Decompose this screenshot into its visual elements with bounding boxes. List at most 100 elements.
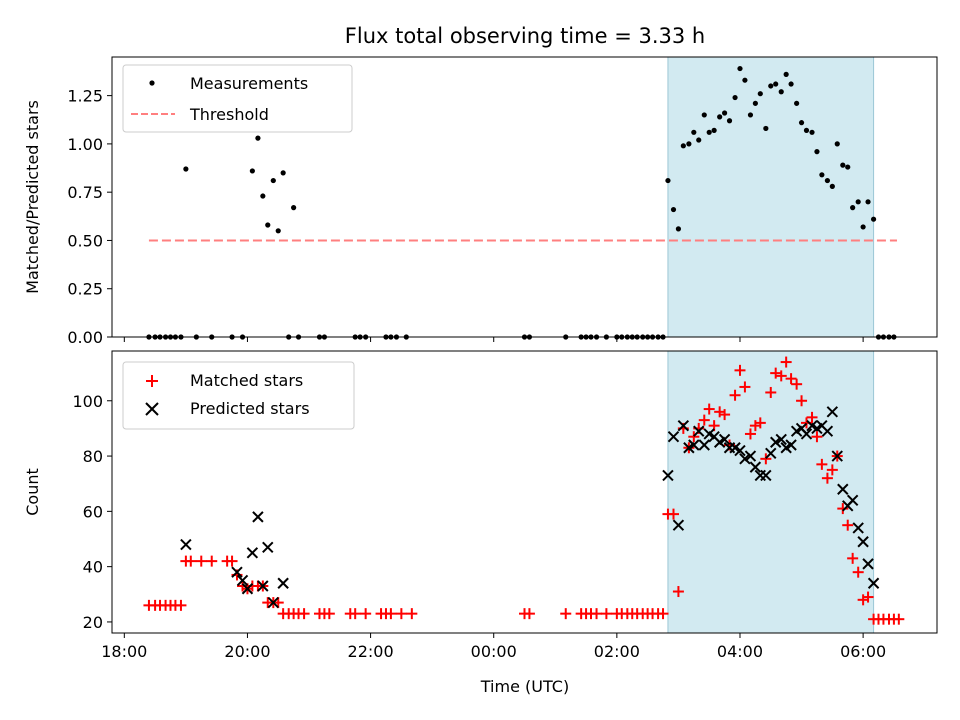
x-tick-label: 18:00 xyxy=(101,642,147,661)
measurement-point xyxy=(680,143,686,149)
predicted-point xyxy=(262,541,274,554)
matched-point xyxy=(775,370,787,382)
x-axis-label: Time (UTC) xyxy=(480,677,569,696)
predicted-point xyxy=(800,428,813,440)
measurement-point xyxy=(675,226,682,232)
predicted-point xyxy=(718,433,731,446)
matched-point xyxy=(323,608,335,620)
predicted-point xyxy=(760,469,772,482)
matched-point xyxy=(406,608,418,620)
predicted-star-points xyxy=(180,406,880,609)
measurement-point xyxy=(255,135,261,141)
measurement-point xyxy=(757,91,763,97)
matched-point xyxy=(672,586,684,598)
legend-measurements-marker xyxy=(149,80,155,86)
matched-point xyxy=(560,608,572,620)
predicted-point xyxy=(667,430,680,443)
measurement-point xyxy=(721,110,728,116)
legend-matched-label: Matched stars xyxy=(190,371,303,390)
legend-predicted-marker xyxy=(145,402,159,416)
predicted-point xyxy=(769,436,782,448)
measurement-point xyxy=(717,114,723,120)
matched-point xyxy=(703,403,715,415)
measurement-point xyxy=(824,177,831,184)
matched-point xyxy=(657,608,669,620)
predicted-point xyxy=(852,522,864,534)
predicted-point xyxy=(677,419,690,432)
measurement-point xyxy=(860,224,866,230)
matched-point xyxy=(811,431,823,443)
predicted-point xyxy=(785,439,797,451)
predicted-point xyxy=(257,580,269,592)
bottom-axis-ticks: 20 40 60 80 100 18:00 20:00 22:00 00:00 02:00 04:0… xyxy=(72,392,886,661)
matched-point xyxy=(591,608,603,620)
predicted-point xyxy=(734,444,746,457)
predicted-point xyxy=(672,519,685,531)
matched-point xyxy=(349,608,361,620)
predicted-point xyxy=(862,558,874,570)
matched-point xyxy=(175,599,187,611)
y-tick-label: 60 xyxy=(83,502,103,521)
y-tick-label: 0.50 xyxy=(67,231,103,250)
measurement-point xyxy=(706,129,712,135)
measurement-point xyxy=(865,199,871,205)
y-tick-label: 0.75 xyxy=(67,183,103,202)
matched-point xyxy=(688,431,700,443)
y-tick-label: 1.25 xyxy=(67,87,103,106)
matched-point xyxy=(852,566,864,578)
measurement-point xyxy=(183,166,189,172)
measurement-point xyxy=(809,129,815,135)
matched-point xyxy=(837,503,849,515)
y-tick-label: 40 xyxy=(83,558,103,577)
measurement-point xyxy=(737,65,743,72)
measurement-point xyxy=(711,127,717,133)
x-tick-label: 04:00 xyxy=(717,642,763,661)
measurement-point xyxy=(752,100,758,106)
measurement-point xyxy=(788,81,794,87)
y-tick-label: 80 xyxy=(83,447,103,466)
matched-star-points xyxy=(143,356,905,625)
matched-point xyxy=(298,608,310,620)
legend-measurements-label: Measurements xyxy=(190,74,308,93)
measurement-point xyxy=(665,177,671,184)
measurement-point xyxy=(732,94,738,101)
top-y-axis-label: Matched/Predicted stars xyxy=(23,100,42,294)
predicted-point xyxy=(688,439,700,451)
measurement-point xyxy=(670,206,677,213)
predicted-point xyxy=(837,483,849,495)
measurement-point xyxy=(260,193,266,199)
measurement-point xyxy=(696,137,702,143)
matched-point xyxy=(847,552,859,564)
y-tick-label: 1.00 xyxy=(67,135,103,154)
bottom-axes-frame xyxy=(111,350,938,634)
measurement-point xyxy=(794,100,800,106)
measurement-point xyxy=(819,172,825,178)
y-tick-label: 0.25 xyxy=(67,280,103,299)
measurement-point xyxy=(778,89,784,95)
predicted-point xyxy=(698,439,710,451)
matched-point xyxy=(744,428,756,440)
matched-point xyxy=(760,453,772,465)
predicted-point xyxy=(241,583,254,595)
measurement-point xyxy=(249,168,255,174)
predicted-point xyxy=(857,536,869,548)
measurement-point xyxy=(686,141,692,147)
top-axis-ticks: 0.00 0.25 0.50 0.75 1.00 1.25 xyxy=(67,87,864,347)
top-legend: Measurements Threshold xyxy=(122,64,353,133)
measurement-point xyxy=(291,205,297,211)
matched-point xyxy=(821,472,833,484)
measurement-point xyxy=(763,125,769,132)
measurement-point xyxy=(270,177,276,184)
matched-point xyxy=(785,373,797,385)
matched-point xyxy=(360,608,372,620)
predicted-point xyxy=(277,577,289,589)
predicted-point xyxy=(252,511,264,523)
matched-point xyxy=(791,378,803,390)
matched-point xyxy=(185,555,197,567)
x-tick-label: 06:00 xyxy=(840,642,886,661)
matched-point xyxy=(765,386,777,398)
predicted-point xyxy=(749,461,762,473)
predicted-point xyxy=(831,450,843,462)
predicted-point xyxy=(662,469,674,482)
